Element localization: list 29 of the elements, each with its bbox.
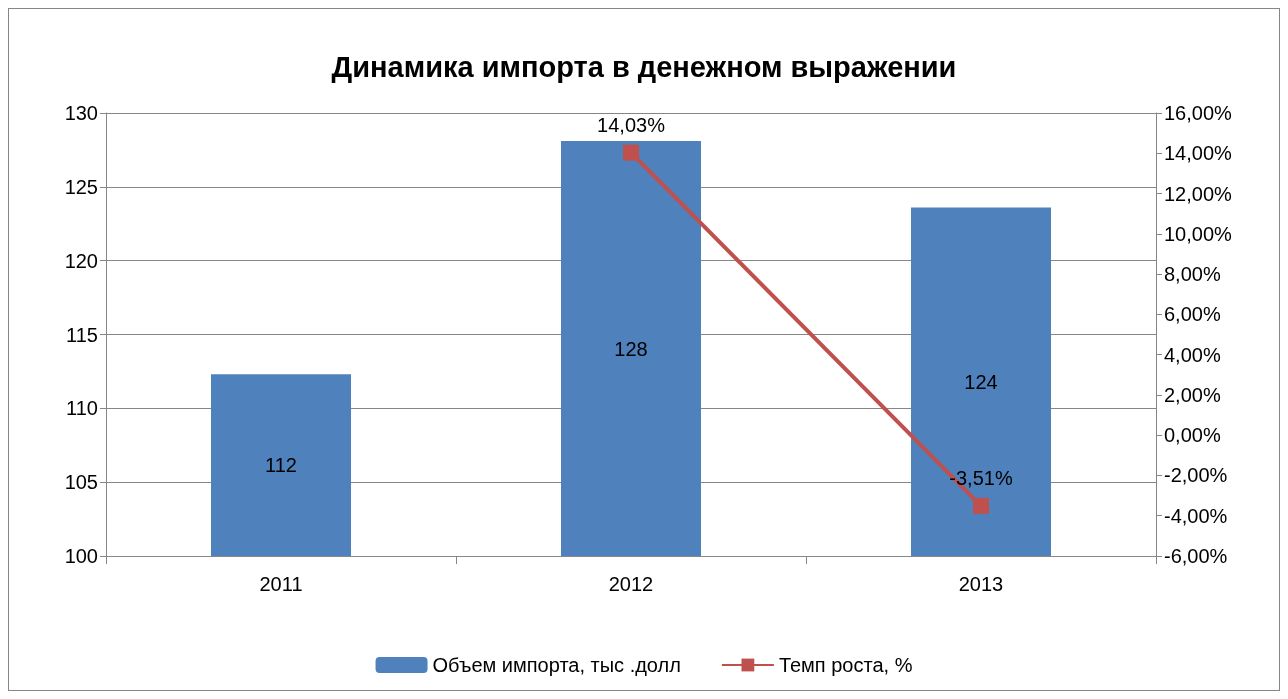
y2-tick-label: 8,00% xyxy=(1164,263,1221,286)
y2-tick-label: 4,00% xyxy=(1164,343,1221,366)
y2-tick-label: -6,00% xyxy=(1164,545,1228,567)
legend-label: Объем импорта, тыс .долл xyxy=(432,654,681,676)
y2-tick-label: 16,00% xyxy=(1164,102,1233,124)
y-tick-label: 110 xyxy=(66,397,98,420)
data-label: 112 xyxy=(265,454,297,477)
data-label: 128 xyxy=(614,337,648,360)
y2-tick-label: -2,00% xyxy=(1164,464,1228,487)
y-tick-label: 125 xyxy=(64,175,98,198)
legend-label: Темп роста, % xyxy=(778,654,913,676)
data-label: 124 xyxy=(964,370,998,393)
y-tick-label: 130 xyxy=(64,102,98,124)
y-tick-label: 115 xyxy=(66,323,98,346)
x-tick-label: 2011 xyxy=(259,573,303,595)
y2-tick-label: 6,00% xyxy=(1164,303,1221,326)
y2-tick-label: 12,00% xyxy=(1164,182,1233,205)
y2-tick-label: 10,00% xyxy=(1164,222,1233,245)
y-tick-label: 100 xyxy=(64,545,98,567)
y2-tick-label: -4,00% xyxy=(1164,504,1228,527)
x-tick-label: 2012 xyxy=(608,573,654,595)
y-tick-label: 105 xyxy=(64,471,98,494)
y2-tick-label: 2,00% xyxy=(1164,383,1221,406)
y-tick-label: 120 xyxy=(64,249,98,272)
chart-title: Динамика импорта в денежном выражении xyxy=(331,50,957,83)
data-label: 14,03% xyxy=(597,113,666,136)
x-tick-label: 2013 xyxy=(958,573,1004,595)
y2-tick-label: 14,00% xyxy=(1164,142,1233,165)
y2-tick-label: 0,00% xyxy=(1164,424,1221,447)
